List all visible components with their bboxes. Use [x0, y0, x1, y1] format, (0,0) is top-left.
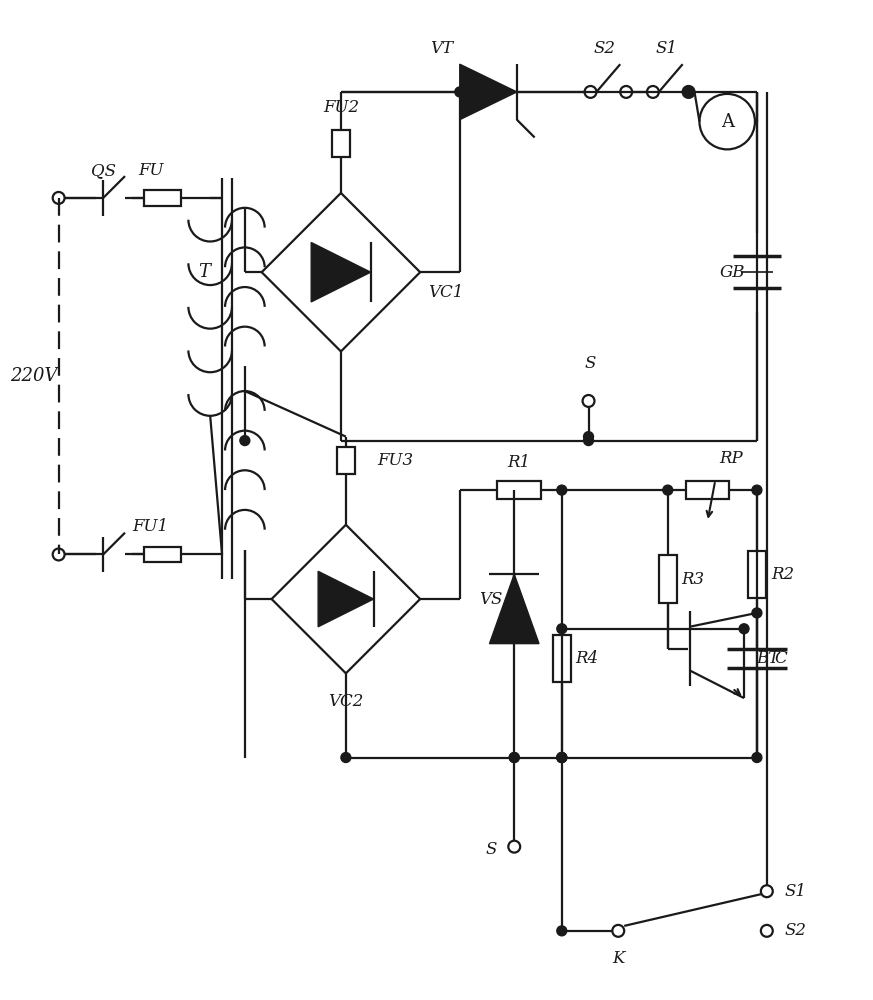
Text: S1: S1 [656, 40, 677, 57]
Bar [498, 481, 541, 499]
Circle shape [752, 485, 762, 495]
Text: R2: R2 [771, 566, 794, 583]
Text: GB: GB [719, 264, 745, 281]
Bar [337, 447, 354, 474]
Text: S2: S2 [594, 40, 615, 57]
Bar [144, 547, 182, 562]
Circle shape [583, 432, 594, 442]
Text: FU3: FU3 [377, 452, 414, 469]
Bar [659, 555, 677, 603]
Text: S: S [585, 355, 596, 372]
Text: VC1: VC1 [428, 284, 464, 301]
Text: RP: RP [719, 450, 743, 467]
Bar [748, 551, 766, 598]
Bar [332, 130, 350, 157]
Circle shape [583, 436, 594, 446]
Text: FU: FU [138, 162, 163, 179]
Circle shape [557, 624, 567, 634]
Text: R4: R4 [575, 650, 599, 667]
Text: C: C [774, 650, 787, 667]
Text: R3: R3 [682, 571, 705, 588]
Circle shape [240, 436, 250, 446]
Text: FU2: FU2 [323, 99, 359, 116]
Circle shape [557, 926, 567, 936]
Circle shape [752, 608, 762, 618]
Polygon shape [460, 64, 517, 120]
Text: S1: S1 [785, 883, 807, 900]
Text: S: S [485, 841, 497, 858]
Circle shape [455, 87, 464, 97]
Text: A: A [721, 113, 733, 131]
Bar [685, 481, 729, 499]
Text: VT: VT [430, 40, 453, 57]
Polygon shape [490, 574, 539, 644]
Circle shape [752, 753, 762, 762]
Text: T: T [198, 263, 210, 281]
Circle shape [557, 485, 567, 495]
Circle shape [739, 624, 749, 634]
Bar [144, 190, 182, 206]
Text: S2: S2 [785, 922, 807, 939]
Text: VS: VS [479, 591, 502, 608]
Text: FU1: FU1 [133, 518, 168, 535]
Circle shape [557, 753, 567, 762]
Polygon shape [311, 242, 371, 302]
Polygon shape [318, 571, 374, 627]
Text: R1: R1 [507, 454, 531, 471]
Text: 220V: 220V [10, 367, 58, 385]
Text: QS: QS [91, 162, 116, 179]
Circle shape [557, 753, 567, 762]
Circle shape [341, 753, 351, 762]
Circle shape [684, 87, 693, 97]
Circle shape [663, 485, 673, 495]
Bar [553, 635, 571, 682]
Text: VC2: VC2 [328, 693, 363, 710]
Circle shape [557, 753, 567, 762]
Text: BT: BT [756, 650, 780, 667]
Circle shape [509, 753, 519, 762]
Text: K: K [612, 950, 624, 967]
Circle shape [509, 753, 519, 762]
